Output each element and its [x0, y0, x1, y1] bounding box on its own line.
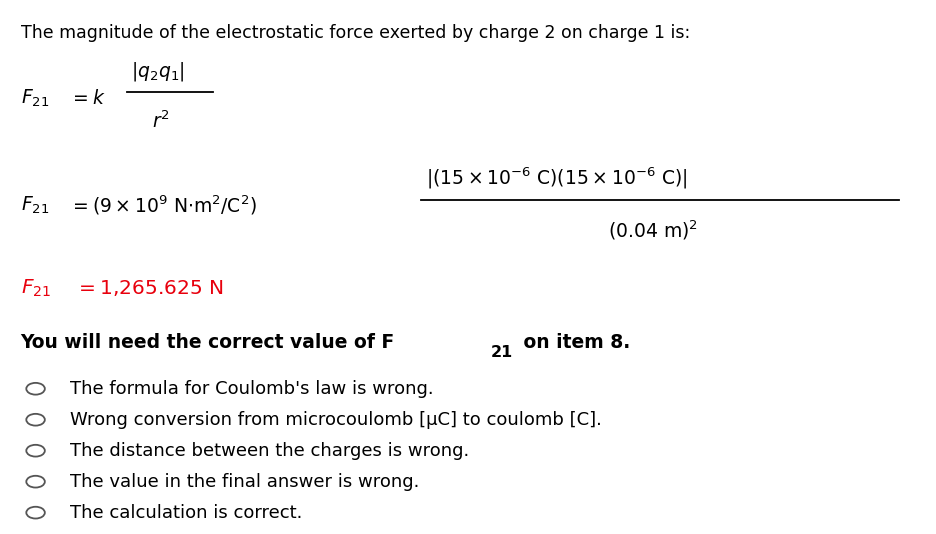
Text: on item 8.: on item 8. — [517, 333, 630, 352]
Ellipse shape — [26, 414, 45, 426]
Text: $|q_2q_1|$: $|q_2q_1|$ — [131, 59, 184, 83]
Ellipse shape — [26, 507, 45, 519]
Text: $F_{21}$: $F_{21}$ — [21, 278, 51, 299]
Text: The magnitude of the electrostatic force exerted by charge 2 on charge 1 is:: The magnitude of the electrostatic force… — [21, 24, 690, 42]
Text: The formula for Coulomb's law is wrong.: The formula for Coulomb's law is wrong. — [70, 380, 433, 398]
Text: $(0.04\ \mathrm{m})^2$: $(0.04\ \mathrm{m})^2$ — [608, 218, 698, 242]
Text: The distance between the charges is wrong.: The distance between the charges is wron… — [70, 442, 470, 460]
Text: You will need the correct value of F: You will need the correct value of F — [21, 333, 395, 352]
Text: $F_{21}$: $F_{21}$ — [21, 88, 49, 109]
Text: Wrong conversion from microcoulomb [μC] to coulomb [C].: Wrong conversion from microcoulomb [μC] … — [70, 411, 602, 429]
Ellipse shape — [26, 476, 45, 488]
Text: $r^2$: $r^2$ — [152, 111, 169, 132]
Text: The calculation is correct.: The calculation is correct. — [70, 504, 302, 522]
Text: $= k$: $= k$ — [69, 89, 106, 108]
Ellipse shape — [26, 383, 45, 395]
Text: 21: 21 — [490, 345, 513, 360]
Text: $F_{21}$: $F_{21}$ — [21, 195, 49, 216]
Text: $|(15 \times 10^{-6}\ \mathrm{C})(15 \times 10^{-6}\ \mathrm{C})|$: $|(15 \times 10^{-6}\ \mathrm{C})(15 \ti… — [426, 165, 687, 191]
Text: The value in the final answer is wrong.: The value in the final answer is wrong. — [70, 473, 419, 491]
Text: $= (9 \times 10^{9}\ \mathrm{N{\cdot}m^2/C^2})$: $= (9 \times 10^{9}\ \mathrm{N{\cdot}m^2… — [69, 194, 257, 217]
Ellipse shape — [26, 445, 45, 457]
Text: $= 1{,}265.625\ \mathrm{N}$: $= 1{,}265.625\ \mathrm{N}$ — [75, 278, 224, 299]
